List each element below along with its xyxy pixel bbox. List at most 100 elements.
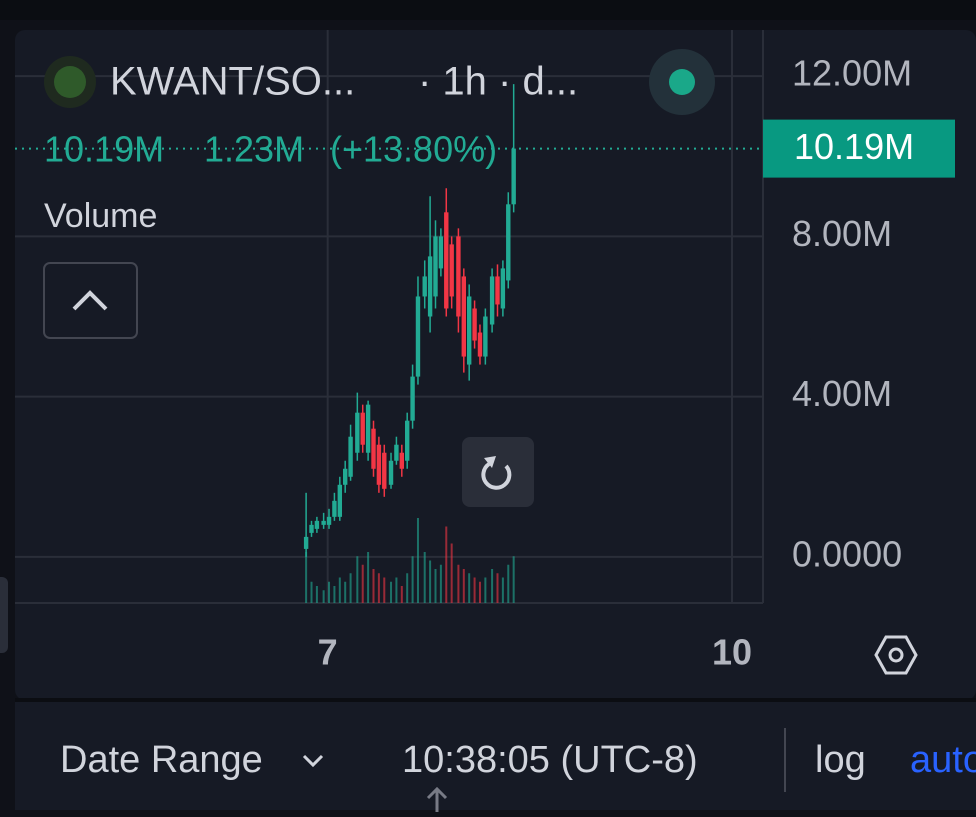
volume-bar <box>322 590 325 603</box>
candle-body <box>466 296 472 365</box>
candle-body <box>314 520 320 529</box>
y-tick-label: 4.00M <box>792 373 892 414</box>
candle-body <box>399 452 405 469</box>
candle-body <box>456 236 461 317</box>
volume-bar <box>473 577 476 603</box>
volume-bar <box>411 556 414 603</box>
candle-body <box>500 268 506 309</box>
plot: 0.0000 4.00M 8.00M 12.00M 7 10 10.19M <box>15 30 955 673</box>
candle-body <box>326 516 332 525</box>
log-toggle[interactable]: log <box>815 739 866 781</box>
volume-bar <box>484 577 487 603</box>
volume-bar <box>395 577 398 603</box>
indicator-name[interactable]: Volume <box>44 197 157 235</box>
clock[interactable]: 10:38:05 (UTC-8) <box>402 739 698 781</box>
volume-bar <box>423 552 426 603</box>
candle-body <box>342 468 348 485</box>
symbol[interactable]: KWANT/SO... <box>110 60 355 104</box>
volume-bar <box>310 581 313 603</box>
candle-body <box>332 500 337 517</box>
volume-bar <box>328 581 331 603</box>
status-dot <box>669 69 695 95</box>
candle-body <box>388 460 394 485</box>
date-range[interactable]: Date Range <box>60 739 263 781</box>
collapse-button[interactable] <box>43 262 138 339</box>
volume-bar <box>344 581 347 603</box>
volume-bar <box>361 564 364 603</box>
volume-bar <box>305 552 308 603</box>
candle-body <box>483 316 488 357</box>
candle-body <box>365 404 371 453</box>
settings-button[interactable] <box>874 635 918 675</box>
symbol-logo-inner <box>54 66 86 98</box>
volume-bar <box>478 581 481 603</box>
volume-bar <box>457 564 460 603</box>
candle-body <box>415 296 421 377</box>
volume-bar <box>390 581 393 603</box>
auto-toggle[interactable]: auto <box>910 739 976 781</box>
volume-bar <box>507 564 510 603</box>
last-price-tag <box>763 119 955 178</box>
chart-panel <box>15 30 976 700</box>
volume-bar <box>349 573 352 603</box>
volume-bar <box>338 577 341 603</box>
candle-body <box>321 520 326 525</box>
candle-body <box>394 444 399 461</box>
candle-body <box>360 412 365 445</box>
candle-body <box>410 376 415 421</box>
volume-bar <box>445 526 448 603</box>
candle-body <box>477 332 483 357</box>
footer-panel <box>15 700 976 810</box>
volume-bar <box>372 569 375 603</box>
ohlc-change-pct: (+13.80%) <box>330 129 497 170</box>
volume-bar <box>496 573 499 603</box>
candle-body <box>489 276 495 325</box>
candle-body <box>506 204 511 281</box>
volume-bar <box>377 573 380 603</box>
top-bar <box>0 0 976 20</box>
candle-body <box>404 420 410 461</box>
volume-bar <box>356 556 359 603</box>
volume-bar <box>333 586 336 603</box>
volume-bar <box>429 560 432 603</box>
candle-body <box>433 236 438 297</box>
x-tick-label: 7 <box>318 632 338 673</box>
candle-body <box>495 276 500 305</box>
volume-bar <box>468 573 471 603</box>
y-tick-label: 0.0000 <box>792 533 902 574</box>
reset-icon <box>481 462 512 490</box>
volume-bar <box>315 586 318 603</box>
candle-body <box>461 276 466 357</box>
dropdown-icon <box>302 754 324 768</box>
candle-body <box>438 236 444 269</box>
side-handle[interactable] <box>0 577 8 653</box>
volume-bar <box>491 569 494 603</box>
candle-body <box>348 436 353 477</box>
volume-bar <box>400 586 403 603</box>
volume-bar <box>512 556 515 603</box>
candle-body <box>337 484 343 517</box>
volume-bar <box>367 552 370 603</box>
candle-body <box>355 412 360 453</box>
candle-body <box>449 244 454 297</box>
last-price-label: 10.19M <box>794 126 914 167</box>
ohlc-close: 10.19M <box>44 129 164 170</box>
volume-bar <box>462 569 465 603</box>
reset-button[interactable] <box>462 437 534 507</box>
candle-body <box>309 524 314 533</box>
collapse-icon <box>72 290 108 311</box>
candle-body <box>371 428 376 469</box>
volume-bar <box>406 573 409 603</box>
settings-icon <box>888 647 904 663</box>
candle-body <box>511 148 516 205</box>
volume-bar <box>439 564 442 603</box>
candle-body <box>422 276 427 297</box>
candle-body <box>427 256 433 317</box>
y-tick-label: 12.00M <box>792 53 912 94</box>
interval[interactable]: · 1h · d... <box>418 60 578 104</box>
volume-bar <box>383 577 386 603</box>
candle-body <box>376 444 382 485</box>
candle-body <box>472 308 477 341</box>
clock-arrow <box>426 786 448 800</box>
